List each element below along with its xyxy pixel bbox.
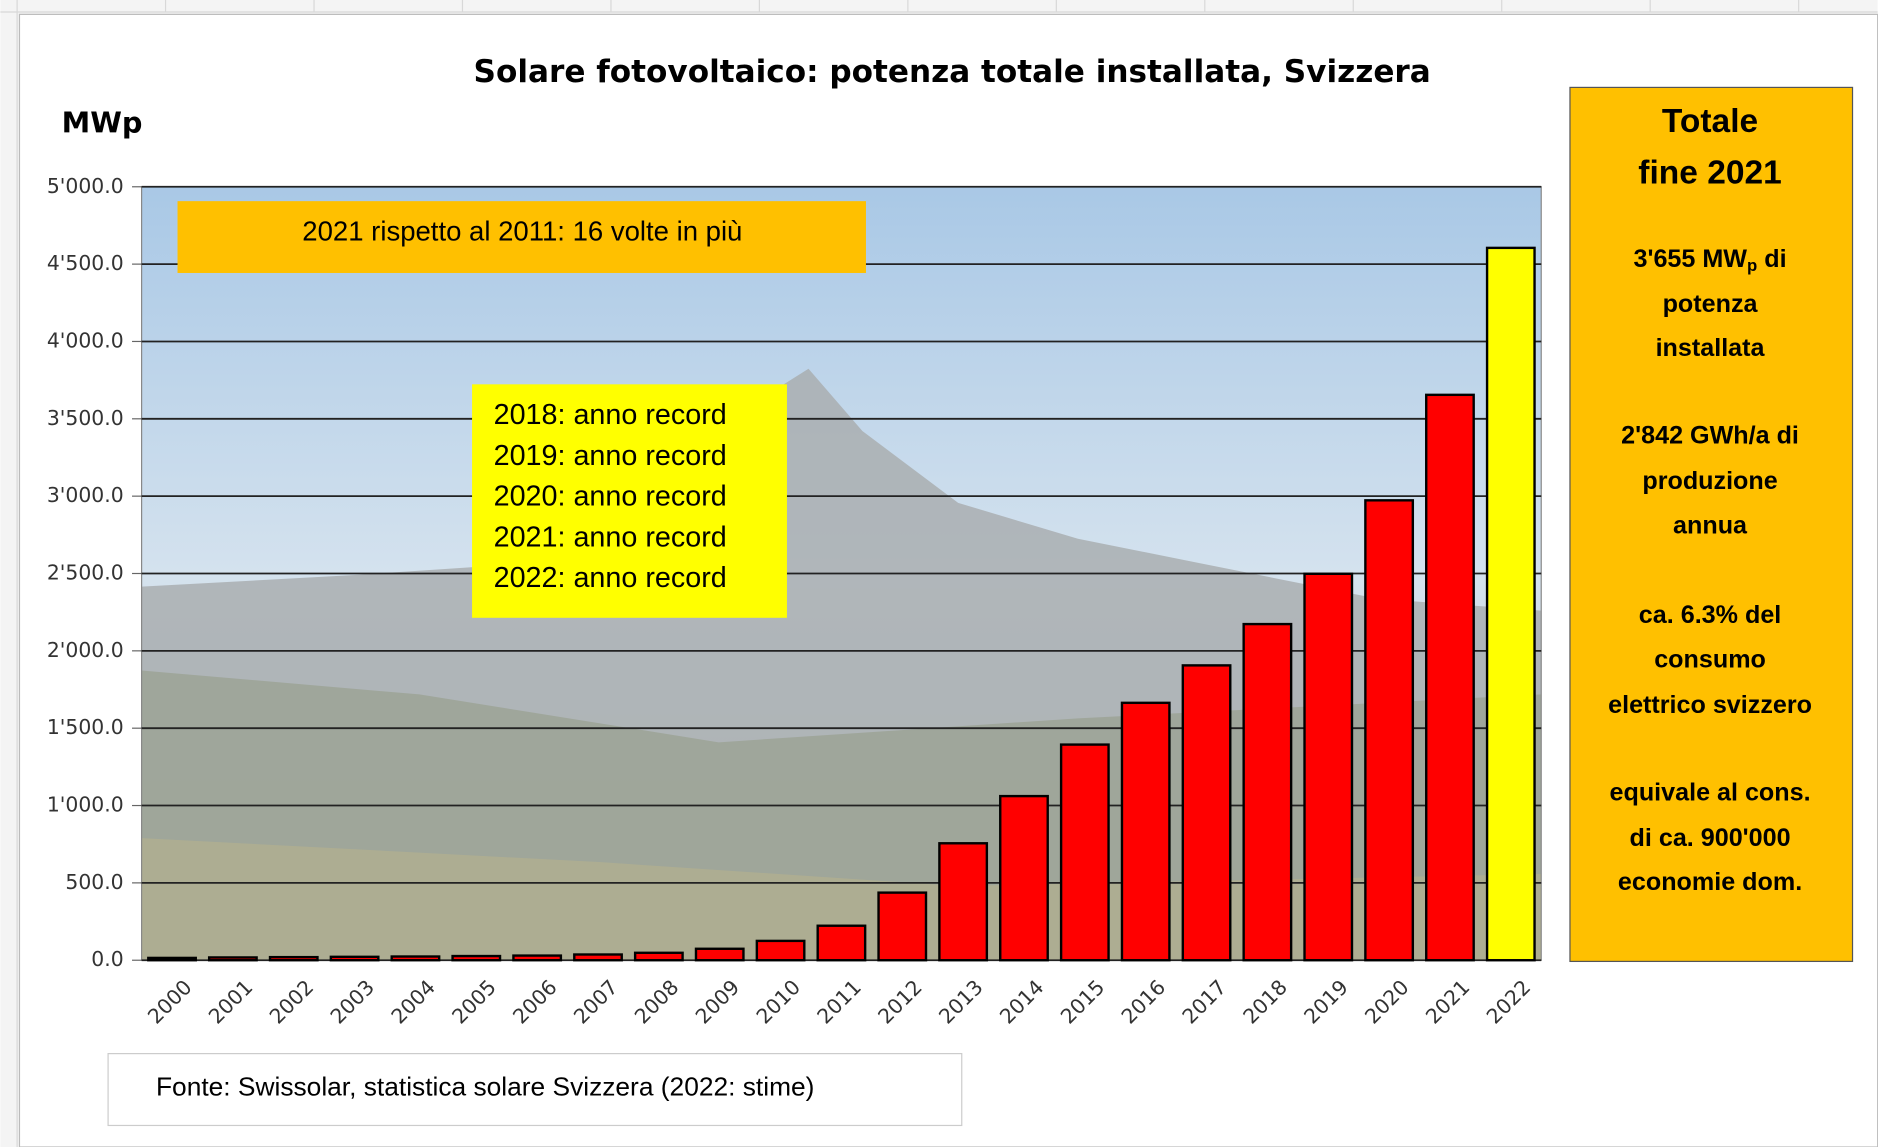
y-tick-label: 4'500.0 (47, 251, 124, 275)
bar (209, 957, 256, 960)
info-line: economie dom. (1618, 868, 1802, 896)
info-line: installata (1656, 334, 1766, 362)
y-tick-label: 3'500.0 (47, 406, 124, 430)
bar (148, 958, 195, 960)
bar (513, 956, 560, 961)
page: Solare fotovoltaico: potenza totale inst… (0, 0, 1878, 1147)
record-line: 2019: anno record (494, 440, 727, 472)
y-tick-label: 0.0 (91, 947, 123, 971)
info-line: 2'842 GWh/a di (1621, 422, 1799, 450)
record-line: 2020: anno record (494, 481, 727, 513)
y-tick-label: 500.0 (65, 870, 123, 894)
info-line: 3'655 MWp di (1634, 244, 1787, 275)
y-tick-label: 4'000.0 (47, 328, 124, 352)
bar (818, 926, 865, 960)
bar (1122, 703, 1169, 960)
info-line: di ca. 900'000 (1630, 824, 1791, 852)
annotation: 2021 rispetto al 2011: 16 volte in più (302, 216, 742, 247)
bar (879, 893, 926, 961)
y-tick-label: 1'500.0 (47, 715, 124, 739)
subscript: p (1747, 256, 1757, 275)
info-line: equivale al cons. (1610, 778, 1811, 806)
bar (331, 957, 378, 960)
bar (635, 953, 682, 960)
y-tick-label: 2'000.0 (47, 638, 124, 662)
bar (270, 957, 317, 960)
chart-title: Solare fotovoltaico: potenza totale inst… (474, 54, 1431, 90)
bar (757, 941, 804, 960)
info-part: 3'655 MW (1634, 244, 1748, 272)
info-line: potenza (1663, 290, 1759, 318)
bar (1487, 248, 1534, 960)
y-axis-label: MWp (62, 106, 143, 140)
y-tick-label: 1'000.0 (47, 793, 124, 817)
bar (453, 956, 500, 960)
y-tick-label: 3'000.0 (47, 483, 124, 507)
record-line: 2018: anno record (494, 399, 727, 431)
info-line: produzione (1642, 467, 1777, 495)
bar (1305, 574, 1352, 960)
bar (1426, 395, 1473, 960)
info-line: consumo (1654, 646, 1766, 674)
bar (1244, 624, 1291, 960)
source: Fonte: Swissolar, statistica solare Sviz… (156, 1071, 814, 1101)
bar (574, 954, 621, 960)
bar (392, 957, 439, 961)
record-line: 2022: anno record (494, 562, 727, 594)
info-title: Totale (1662, 103, 1758, 140)
chart: Solare fotovoltaico: potenza totale inst… (0, 0, 1878, 1147)
bar (939, 843, 986, 960)
info-line: annua (1673, 511, 1748, 539)
record-line: 2021: anno record (494, 521, 727, 553)
bar (1183, 665, 1230, 960)
bar (1365, 500, 1412, 960)
bar (1000, 796, 1047, 960)
y-tick-label: 5'000.0 (47, 174, 124, 198)
info-line: ca. 6.3% del (1639, 601, 1781, 629)
y-tick-label: 2'500.0 (47, 561, 124, 585)
info-part: di (1757, 244, 1786, 272)
records: 2018: anno record 2019: anno record 2020: … (494, 399, 727, 594)
bar (1061, 745, 1108, 961)
bar (696, 949, 743, 960)
info-title: fine 2021 (1638, 155, 1781, 192)
info-line: elettrico svizzero (1608, 691, 1812, 719)
